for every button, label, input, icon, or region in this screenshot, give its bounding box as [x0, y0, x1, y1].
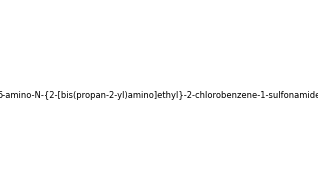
- Text: 5-amino-N-{2-[bis(propan-2-yl)amino]ethyl}-2-chlorobenzene-1-sulfonamide: 5-amino-N-{2-[bis(propan-2-yl)amino]ethy…: [0, 91, 318, 100]
